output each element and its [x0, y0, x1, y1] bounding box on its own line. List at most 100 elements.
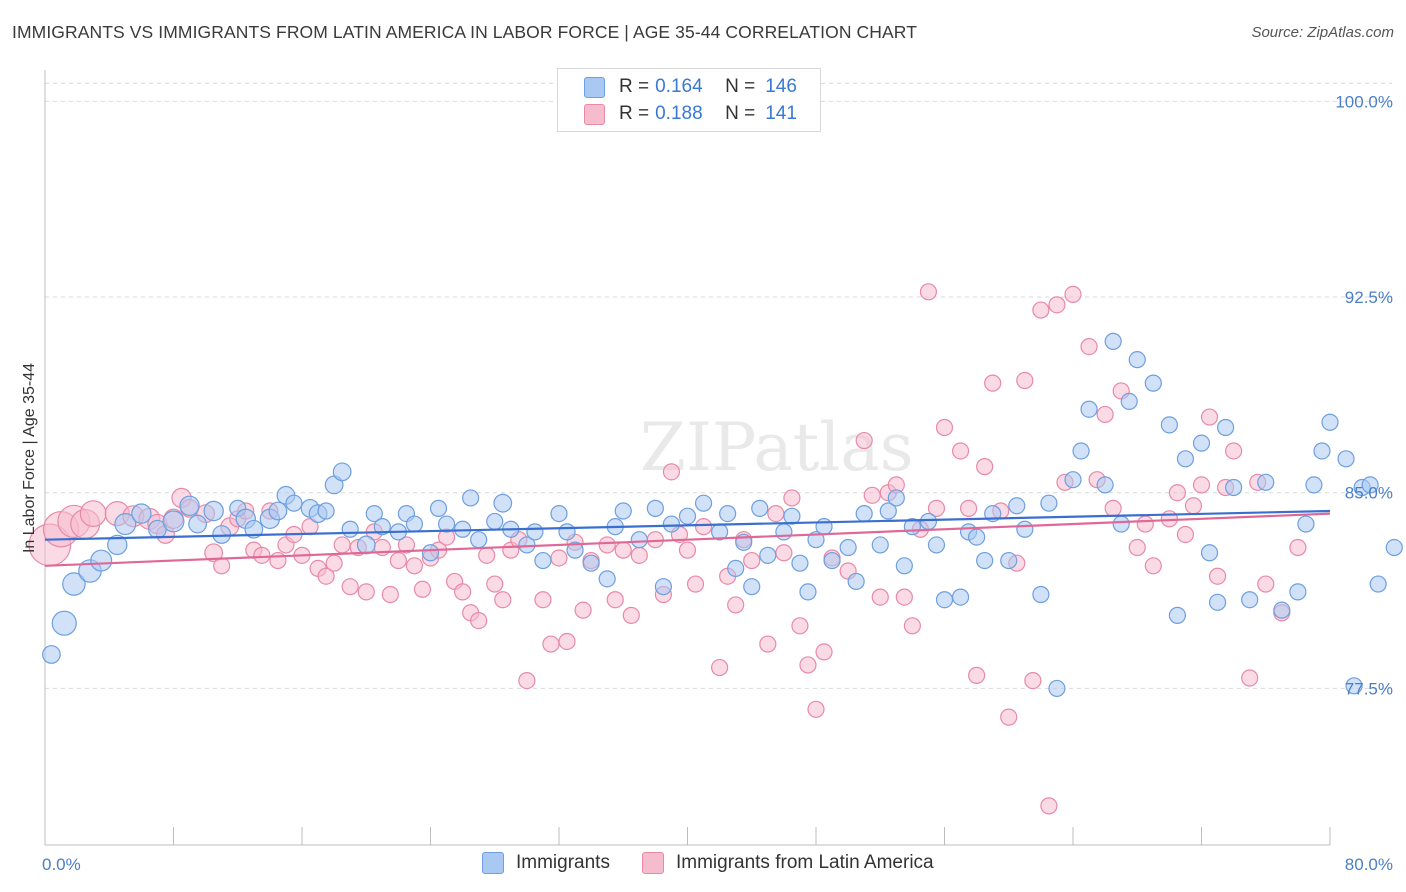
data-point	[968, 666, 986, 684]
data-point	[162, 510, 185, 533]
data-point	[678, 507, 697, 525]
data-point	[462, 489, 480, 507]
data-point	[405, 515, 424, 533]
pink-swatch	[641, 852, 664, 874]
legend-label: Immigrants	[516, 852, 610, 873]
data-point	[558, 632, 576, 651]
blue-swatch	[584, 76, 605, 98]
data-point	[751, 499, 769, 517]
data-point	[574, 601, 592, 619]
data-point	[1072, 442, 1090, 460]
data-point	[1208, 567, 1227, 585]
data-point	[1168, 606, 1187, 624]
data-point	[1313, 442, 1331, 460]
data-point	[895, 557, 913, 575]
data-point	[686, 575, 705, 593]
data-point	[783, 507, 801, 525]
y-tick-label: 85.0%	[1345, 484, 1393, 503]
data-point	[1128, 351, 1146, 369]
data-point	[1200, 544, 1219, 562]
data-point	[1104, 499, 1122, 517]
data-point	[486, 575, 504, 593]
data-point	[79, 500, 107, 528]
data-point	[212, 525, 232, 544]
data-point	[1337, 450, 1355, 468]
data-point	[871, 588, 889, 606]
chart-title: IMMIGRANTS VS IMMIGRANTS FROM LATIN AMER…	[12, 22, 918, 42]
data-point	[791, 554, 809, 572]
data-point	[566, 541, 584, 559]
blue-swatch	[482, 852, 504, 874]
y-axis-title: In Labor Force | Age 35-44	[21, 363, 38, 553]
data-point	[1184, 497, 1203, 515]
data-point	[959, 499, 978, 517]
data-point	[203, 500, 224, 522]
data-point	[1273, 601, 1291, 619]
data-point	[550, 549, 568, 567]
y-tick-label: 77.5%	[1345, 679, 1393, 698]
data-point	[1048, 296, 1066, 314]
data-point	[1024, 672, 1042, 690]
data-point	[389, 551, 407, 570]
data-point	[1144, 557, 1162, 575]
legend-item-latin-america[interactable]: Immigrants from Latin America	[641, 852, 934, 874]
data-point	[1257, 473, 1275, 491]
correlation-legend: R = 0.164 N = 146 R = 0.188 N = 141	[557, 68, 821, 132]
axis-labels: 77.5% 85.0% 92.5% 100.0% 0.0% 80.0% In Labor F…	[21, 92, 1393, 874]
data-point	[927, 499, 946, 517]
data-point	[494, 591, 512, 609]
trend-lines	[44, 509, 1331, 567]
data-point	[1361, 476, 1379, 494]
data-point	[51, 610, 77, 636]
data-point	[1080, 400, 1098, 418]
data-point	[895, 588, 913, 606]
data-point	[1032, 301, 1050, 319]
data-point	[285, 494, 303, 512]
data-point	[357, 583, 375, 601]
data-point	[1289, 583, 1307, 601]
data-point	[630, 531, 648, 549]
data-point	[1200, 408, 1219, 426]
data-point	[694, 494, 713, 512]
data-point	[839, 538, 857, 557]
data-point	[1000, 708, 1018, 726]
data-point	[114, 513, 137, 536]
data-point	[727, 559, 745, 578]
n-value: 141	[765, 103, 797, 124]
data-point	[799, 583, 817, 601]
n-label: N =	[725, 103, 756, 124]
data-point	[204, 543, 224, 563]
data-point	[863, 486, 881, 504]
data-point	[1080, 337, 1098, 356]
r-label: R =	[619, 103, 650, 124]
data-point	[935, 591, 954, 609]
data-point	[775, 544, 793, 562]
data-point	[1241, 591, 1259, 609]
data-point	[855, 431, 873, 450]
series-legend: Immigrants Immigrants from Latin America	[482, 852, 966, 874]
data-point	[1008, 497, 1026, 515]
data-point	[213, 557, 231, 575]
data-point	[783, 489, 801, 507]
data-point	[759, 635, 777, 653]
legend-item-immigrants[interactable]: Immigrants	[482, 852, 610, 874]
r-value: 0.188	[655, 103, 703, 124]
data-point	[976, 551, 994, 570]
data-point	[470, 531, 488, 549]
data-point	[365, 505, 383, 523]
data-point	[775, 523, 793, 541]
data-point	[253, 546, 271, 564]
data-point	[454, 583, 472, 601]
data-point	[1257, 575, 1275, 593]
data-point	[614, 541, 632, 559]
data-point	[493, 493, 513, 513]
source-label: Source: ZipAtlas.com	[1251, 24, 1394, 41]
data-point	[759, 546, 777, 564]
data-point	[976, 458, 994, 476]
legend-row-latin-america: R = 0.188 N = 141	[584, 101, 797, 127]
data-point	[903, 617, 921, 635]
data-point	[598, 570, 616, 588]
data-point	[332, 462, 352, 482]
x-tick-label: 0.0%	[42, 855, 81, 874]
